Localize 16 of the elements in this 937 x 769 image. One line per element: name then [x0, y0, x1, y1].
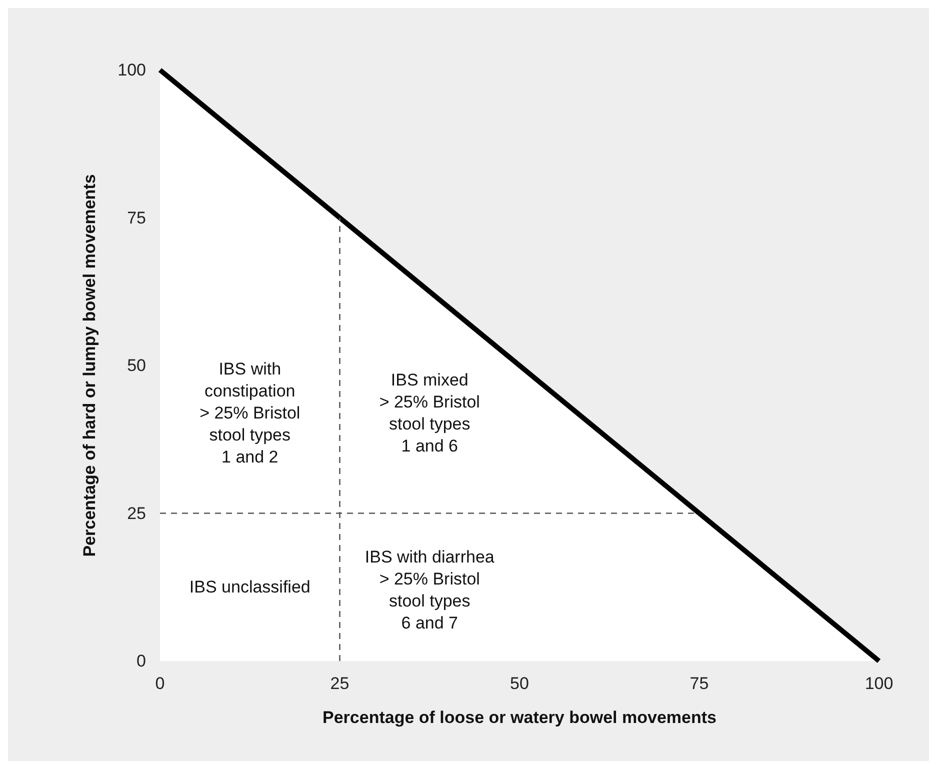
annotation: IBS mixed > 25% Bristol stool types 1 and 6 [379, 370, 480, 456]
annotation: IBS unclassified [189, 578, 310, 597]
x-tick-label: 25 [330, 674, 350, 693]
y-tick-label: 50 [127, 356, 146, 375]
x-tick-label: 75 [690, 674, 709, 693]
y-axis-title: Percentage of hard or lumpy bowel movements [80, 174, 99, 557]
x-tick-label: 50 [510, 674, 529, 693]
y-tick-label: 0 [136, 652, 146, 670]
annotation: IBS with diarrhea > 25% Bristol stool types 6 and 7 [364, 548, 495, 633]
x-tick-label: 100 [864, 674, 894, 693]
y-tick-label: 75 [127, 208, 146, 228]
annotation: IBS with constipation > 25% Bristol stool types 1 and 2 [200, 359, 300, 466]
y-tick-label: 100 [118, 60, 146, 80]
x-axis-title: Percentage of loose or watery bowel movements [322, 708, 716, 727]
x-tick-label: 0 [155, 674, 165, 693]
y-tick-label: 25 [127, 504, 146, 523]
